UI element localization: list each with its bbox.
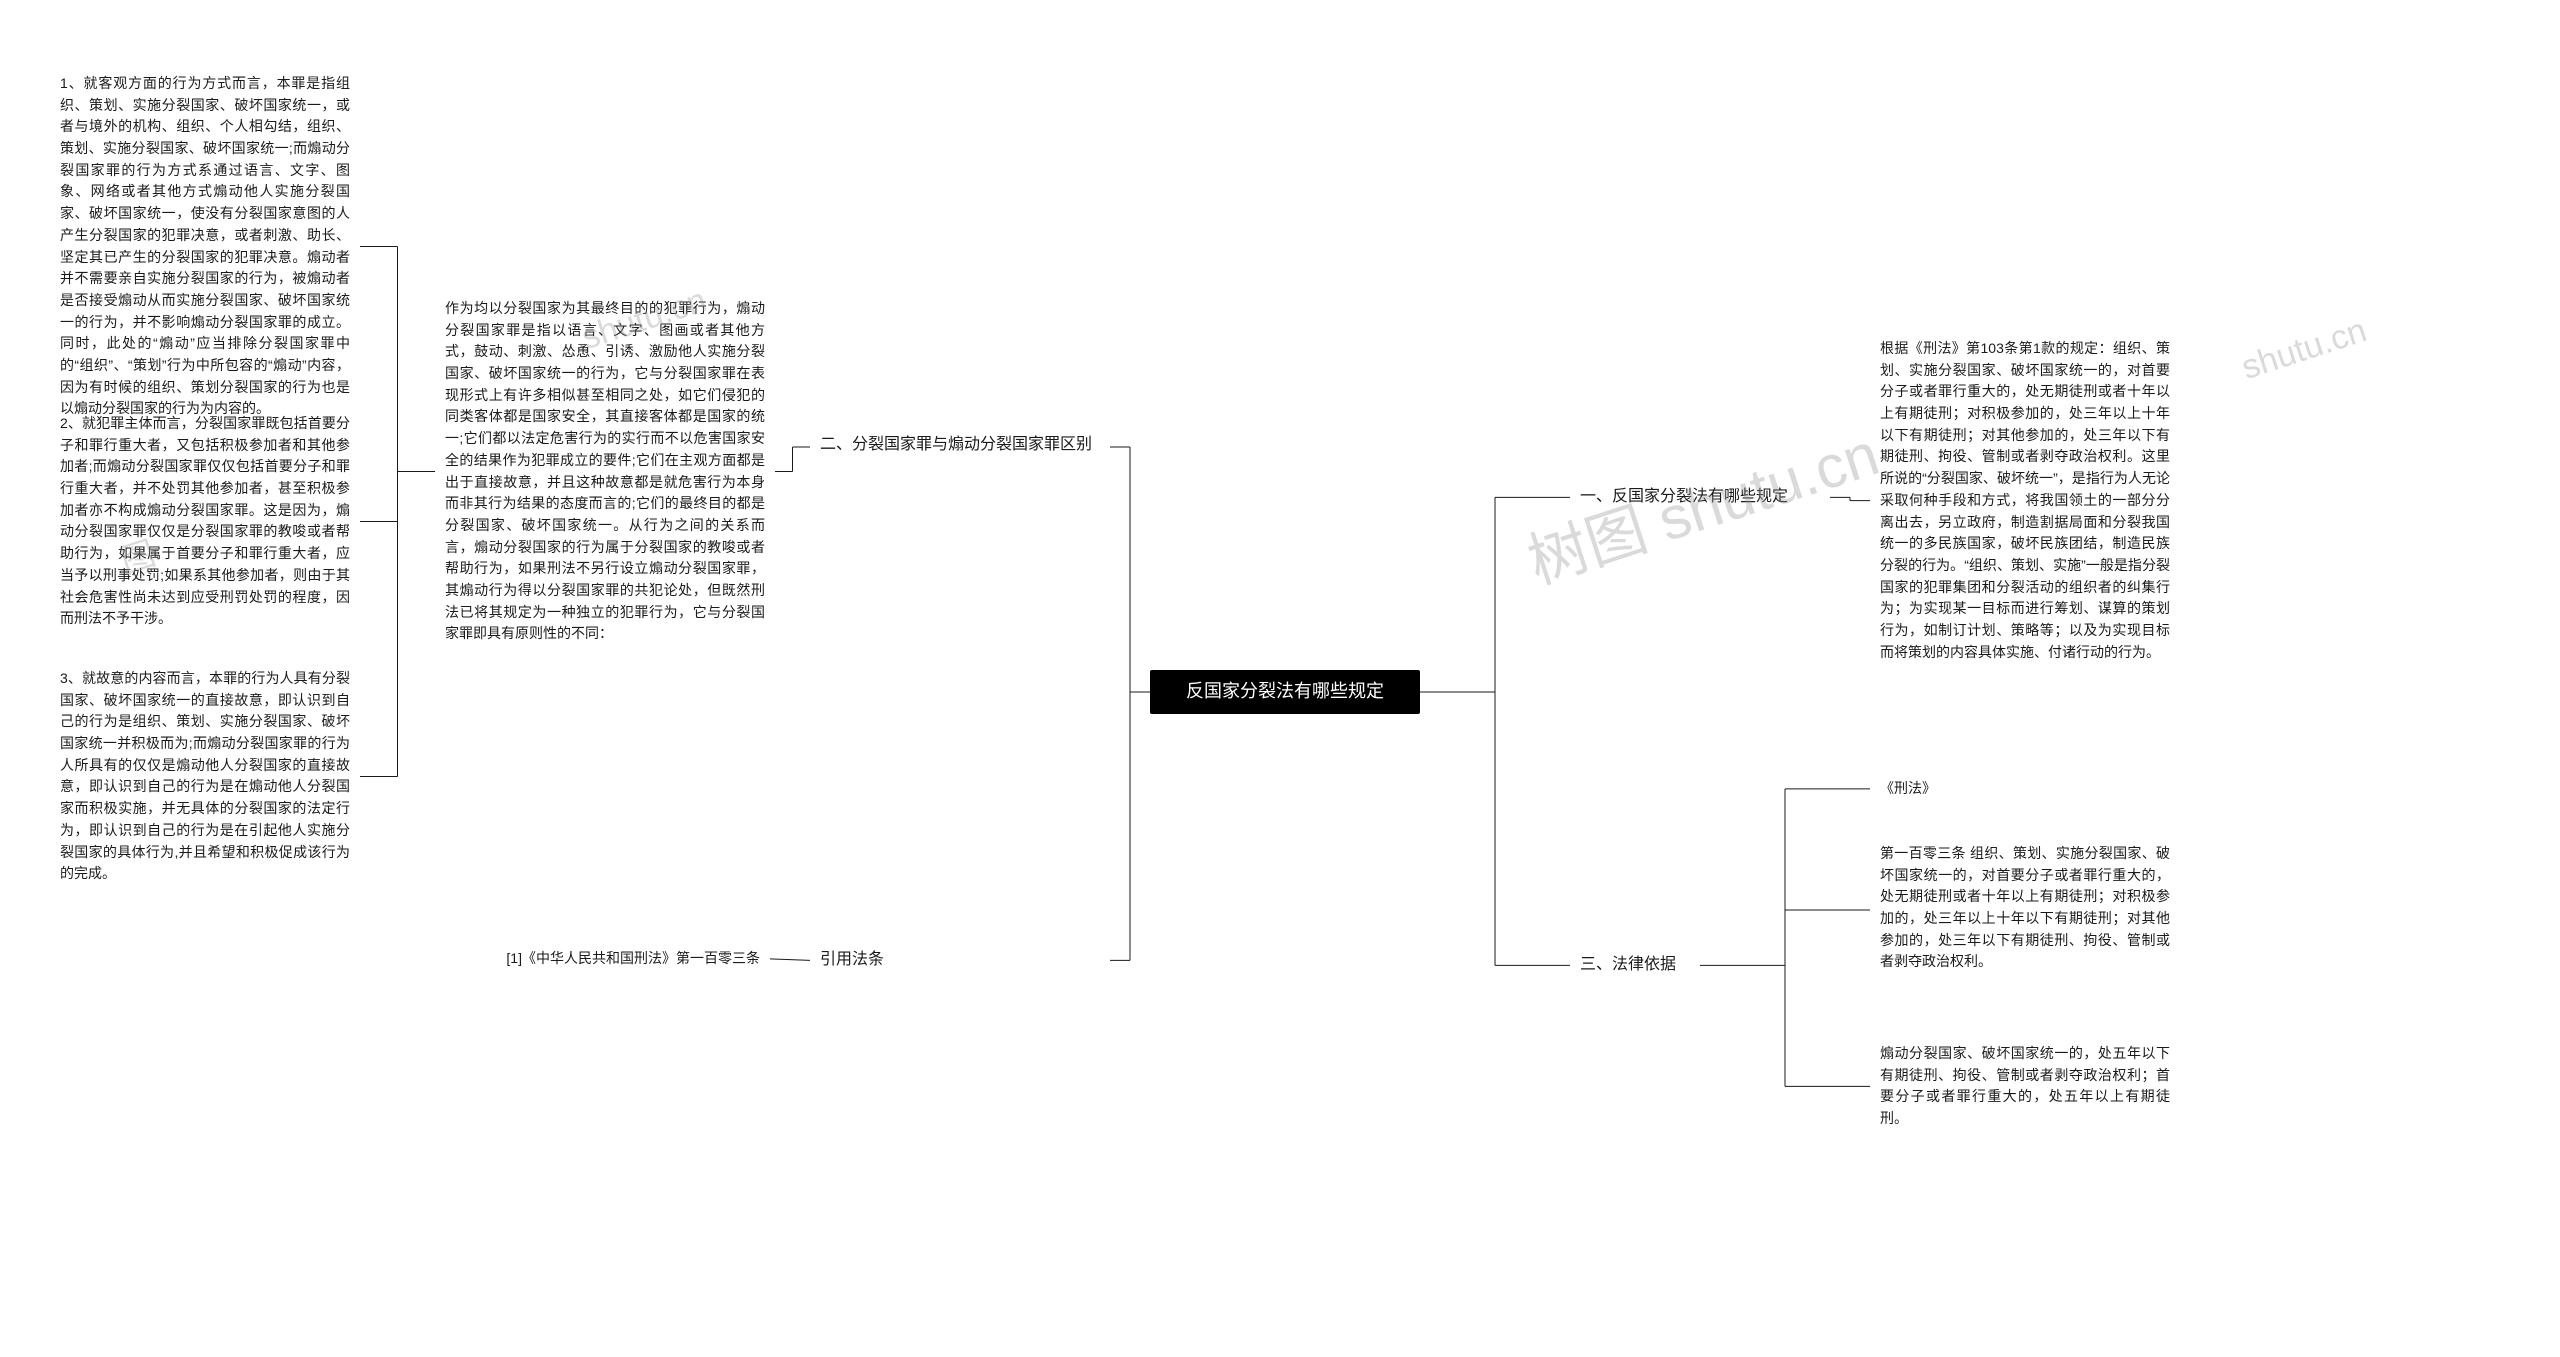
leaf-law-article103-p1: 第一百零三条 组织、策划、实施分裂国家、破坏国家统一的，对首要分子或者罪行重大的… xyxy=(1870,835,2180,985)
leaf-law-title: 《刑法》 xyxy=(1870,770,2010,808)
leaf-section2-point2: 2、就犯罪主体而言，分裂国家罪既包括首要分子和罪行重大者，又包括积极参加者和其他… xyxy=(50,405,360,638)
branch-section-1: 一、反国家分裂法有哪些规定 xyxy=(1570,477,1830,518)
leaf-citation-item: [1]《中华人民共和国刑法》第一百零三条 xyxy=(470,940,770,978)
leaf-section1-content: 根据《刑法》第103条第1款的规定：组织、策划、实施分裂国家、破坏国家统一的，对… xyxy=(1870,330,2180,671)
branch-section-2: 二、分裂国家罪与煽动分裂国家罪区别 xyxy=(810,425,1110,469)
leaf-section2-point1: 1、就客观方面的行为方式而言，本罪是指组织、策划、实施分裂国家、破坏国家统一，或… xyxy=(50,65,360,428)
branch-section-3: 三、法律依据 xyxy=(1570,945,1700,986)
leaf-law-article103-p2: 煽动分裂国家、破坏国家统一的，处五年以下有期徒刑、拘役、管制或者剥夺政治权利；首… xyxy=(1870,1035,2180,1138)
leaf-section2-intro: 作为均以分裂国家为其最终目的的犯罪行为，煽动分裂国家罪是指以语言、文字、图画或者… xyxy=(435,290,775,653)
watermark: shutu.cn xyxy=(2237,311,2371,388)
root-node: 反国家分裂法有哪些规定 xyxy=(1150,670,1420,714)
leaf-section2-point3: 3、就故意的内容而言，本罪的行为人具有分裂国家、破坏国家统一的直接故意，即认识到… xyxy=(50,660,360,893)
mindmap-canvas: 反国家分裂法有哪些规定 一、反国家分裂法有哪些规定 根据《刑法》第103条第1款… xyxy=(0,0,2560,1357)
branch-citation: 引用法条 xyxy=(810,940,910,981)
